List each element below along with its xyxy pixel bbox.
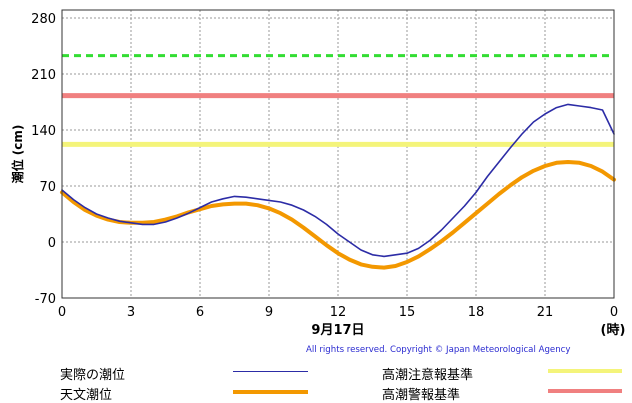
x-tick-label: 9 xyxy=(265,305,273,320)
x-tick-label: 6 xyxy=(196,305,204,320)
series-line-astronomical xyxy=(60,160,616,270)
y-tick-label: 280 xyxy=(31,12,56,27)
grid xyxy=(62,10,614,299)
x-tick-label: 21 xyxy=(537,305,554,320)
y-axis-title: 潮位 (cm) xyxy=(10,125,25,184)
series-line-observed xyxy=(61,103,615,258)
legend-line-warning xyxy=(548,389,622,393)
legend-label-astronomical: 天文潮位 xyxy=(60,388,113,403)
y-tick-label: -70 xyxy=(35,292,56,307)
legend-label-observed: 実際の潮位 xyxy=(60,368,126,383)
x-tick-label: 15 xyxy=(399,305,416,320)
legend-line-astronomical xyxy=(233,390,308,394)
plot-frame xyxy=(61,9,615,299)
x-tick-label: 0 xyxy=(58,305,66,320)
y-tick-label: 0 xyxy=(48,236,56,251)
copyright-notice: All rights reserved. Copyright © Japan M… xyxy=(306,345,571,355)
x-tick-label: 0 xyxy=(610,305,618,320)
reference-lines xyxy=(62,54,614,147)
legend-label-warning: 高潮警報基準 xyxy=(382,388,461,403)
x-tick-label: 12 xyxy=(330,305,347,320)
legend-line-observed xyxy=(233,371,308,372)
x-tick-label: 3 xyxy=(127,305,135,320)
y-tick-label: 140 xyxy=(31,124,56,139)
x-tick-label: 18 xyxy=(468,305,485,320)
y-tick-label: 70 xyxy=(39,180,56,195)
legend-line-advisory xyxy=(548,369,622,373)
legend-label-advisory: 高潮注意報基準 xyxy=(382,368,474,383)
x-axis-title: 9月17日 xyxy=(311,323,364,338)
series xyxy=(60,103,616,270)
x-axis-unit: (時) xyxy=(601,322,626,338)
y-tick-label: 210 xyxy=(31,68,56,83)
